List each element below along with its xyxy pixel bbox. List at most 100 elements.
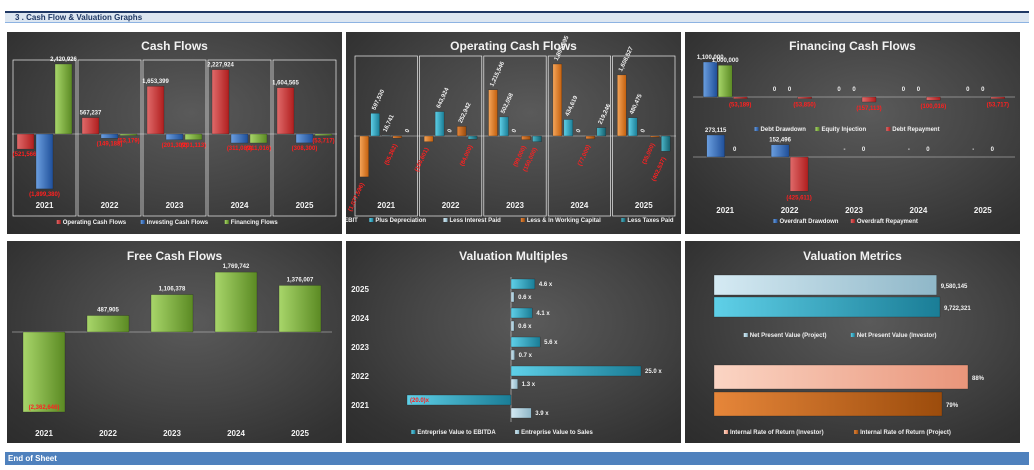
legend-swatch-1 — [515, 430, 520, 434]
y-tick-2023: 2023 — [351, 343, 369, 352]
legend-swatch-3 — [520, 218, 525, 222]
free-cash-flows-svg: Free Cash Flows (2,362,646) 2021 487,905 202… — [12, 249, 332, 438]
valuation-metrics-svg: Valuation Metrics 9,580,145 9,722,321 Net P… — [713, 249, 985, 436]
data-label-bottom-0-2023: - — [844, 147, 846, 153]
legend-swatch-4 — [621, 218, 626, 222]
free-cash-flows-chart: Free Cash Flows (2,362,646) 2021 487,905 202… — [7, 241, 342, 443]
bar-operating-cash-flows-2023 — [146, 86, 165, 135]
bar-top-2-2025 — [990, 96, 1005, 99]
bar-ebit-2023 — [488, 89, 498, 137]
data-label-3-2025: (35,000) — [642, 143, 657, 166]
data-label-bottom-1-2025: 0 — [991, 147, 995, 153]
bar-financing-flows-2025 — [314, 133, 333, 136]
legend-swatch-1 — [140, 220, 145, 224]
bar-irr-1 — [713, 391, 943, 417]
data-label-top-0-2025: 0 — [966, 87, 970, 93]
data-label-2024: 1,769,742 — [223, 264, 250, 270]
data-label-2-2025: (53,717) — [312, 139, 334, 145]
data-label-4-2022: (84,000) — [460, 144, 475, 167]
bar-plus-depreciation-2022 — [434, 111, 445, 137]
data-label-2-2021: 16,741 — [383, 113, 396, 133]
data-label-2022: 487,905 — [97, 307, 119, 313]
bar-bottom-0-2022 — [770, 144, 790, 158]
bar-top-0-2021 — [703, 61, 718, 98]
bar-free-cash-flow-2022 — [86, 315, 130, 333]
bar-less-in-working-capital-2025 — [650, 135, 660, 138]
data-label-0-2022: 25.0 x — [645, 369, 662, 375]
data-label-top-2-2022: (53,850) — [793, 103, 815, 109]
section-title: 3 . Cash Flow & Valuation Graphs — [15, 13, 143, 22]
legend-label-0: Net Present Value (Project) — [750, 333, 827, 339]
data-label-0-2023: 5.6 x — [544, 340, 558, 346]
data-label-bottom-0-2024: - — [908, 147, 910, 153]
year-frame-3 — [207, 59, 272, 217]
legend-swatch-1 — [854, 430, 859, 434]
data-label-bottom-0-2025: - — [972, 147, 974, 153]
legend-swatch-0 — [56, 220, 61, 224]
bar-operating-cash-flows-2025 — [276, 87, 295, 135]
legend-label-1: Entreprise Value to Sales — [521, 430, 593, 436]
data-label-2-2021: 2,420,926 — [50, 57, 77, 63]
data-label-bottom-1-2022: (425,611) — [786, 195, 811, 201]
bar-0-2025 — [510, 278, 536, 290]
bar-ebit-2024 — [552, 63, 563, 137]
data-label-1-2021: 597,530 — [372, 88, 387, 111]
bar-less-taxes-paid-2022 — [467, 135, 478, 140]
data-label-1-2022: 1.3 x — [522, 382, 536, 388]
bar-0-2024 — [510, 307, 533, 319]
data-label-top-0-2022: 0 — [773, 87, 777, 93]
data-label-1-2022: (149,188) — [97, 141, 123, 147]
legend-label-3: Less & In Working Capital — [527, 218, 601, 224]
data-label-npv-0: 9,580,145 — [941, 284, 968, 290]
legend-swatch-0 — [411, 430, 416, 434]
bar-investing-cash-flows-2021 — [35, 133, 54, 190]
bar-free-cash-flow-2025 — [278, 285, 322, 333]
year-frame-0 — [354, 55, 418, 217]
cash-flows-svg: Cash Flows (521,566) (1,899,380) 2,420,926 2… — [12, 39, 337, 226]
data-label-2-2025: 0 — [640, 128, 647, 134]
data-label-bottom-0-2022: 152,496 — [769, 138, 791, 144]
bar-less-in-working-capital-2022 — [456, 126, 467, 137]
legend-swatch-2 — [224, 220, 229, 224]
data-label-top-1-2025: 0 — [981, 87, 985, 93]
legend-swatch-1 — [850, 219, 855, 223]
bar-less-taxes-paid-2023 — [532, 135, 542, 142]
data-label-1-2025: (308,300) — [292, 146, 318, 152]
legend-label-2: Debt Repayment — [892, 127, 939, 133]
bar-plus-depreciation-2023 — [499, 116, 509, 137]
legend-label-0: EBIT — [346, 218, 358, 224]
chart-title: Valuation Metrics — [803, 249, 902, 263]
bar-ebit-2025 — [617, 74, 627, 137]
legend-swatch-1 — [850, 333, 855, 337]
bar-ebit-2021 — [359, 135, 369, 178]
footer-bar: End of Sheet — [5, 452, 1029, 465]
bar-top-1-2021 — [718, 65, 733, 98]
data-label-0-2023: 1,215,546 — [489, 60, 506, 87]
x-tick-2024: 2024 — [231, 201, 249, 210]
data-label-top-0-2024: 0 — [902, 87, 906, 93]
data-label-bottom-0-2021: 273,115 — [705, 128, 727, 134]
bar-investing-cash-flows-2023 — [165, 133, 184, 140]
y-tick-2025: 2025 — [351, 285, 369, 294]
data-label-0-2021: (1,077,596) — [348, 182, 366, 212]
bar-free-cash-flow-2024 — [214, 271, 258, 333]
data-label-1-2021: 3.9 x — [535, 411, 549, 417]
data-label-0-2022: 567,237 — [80, 111, 102, 117]
y-tick-2021: 2021 — [351, 401, 369, 410]
x-tick-2021: 2021 — [36, 201, 54, 210]
bar-operating-cash-flows-2022 — [81, 117, 100, 135]
year-frame-4 — [272, 59, 337, 217]
bar-top-2-2021 — [733, 96, 748, 99]
cash-flows-chart: Cash Flows (521,566) (1,899,380) 2,420,926 2… — [7, 32, 342, 234]
year-frame-2 — [142, 59, 207, 217]
bar-financing-flows-2024 — [249, 133, 268, 144]
data-label-top-1-2021: 1,000,000 — [712, 58, 739, 64]
legend-label-1: Investing Cash Flows — [147, 220, 209, 226]
legend-label-1: Internal Rate of Return (Project) — [860, 430, 951, 436]
y-tick-2022: 2022 — [351, 372, 369, 381]
data-label-bottom-1-2023: 0 — [862, 147, 866, 153]
data-label-top-2-2024: (100,016) — [921, 104, 947, 110]
legend-label-0: Overdraft Drawdown — [779, 219, 838, 225]
bar-financing-flows-2023 — [184, 133, 203, 140]
